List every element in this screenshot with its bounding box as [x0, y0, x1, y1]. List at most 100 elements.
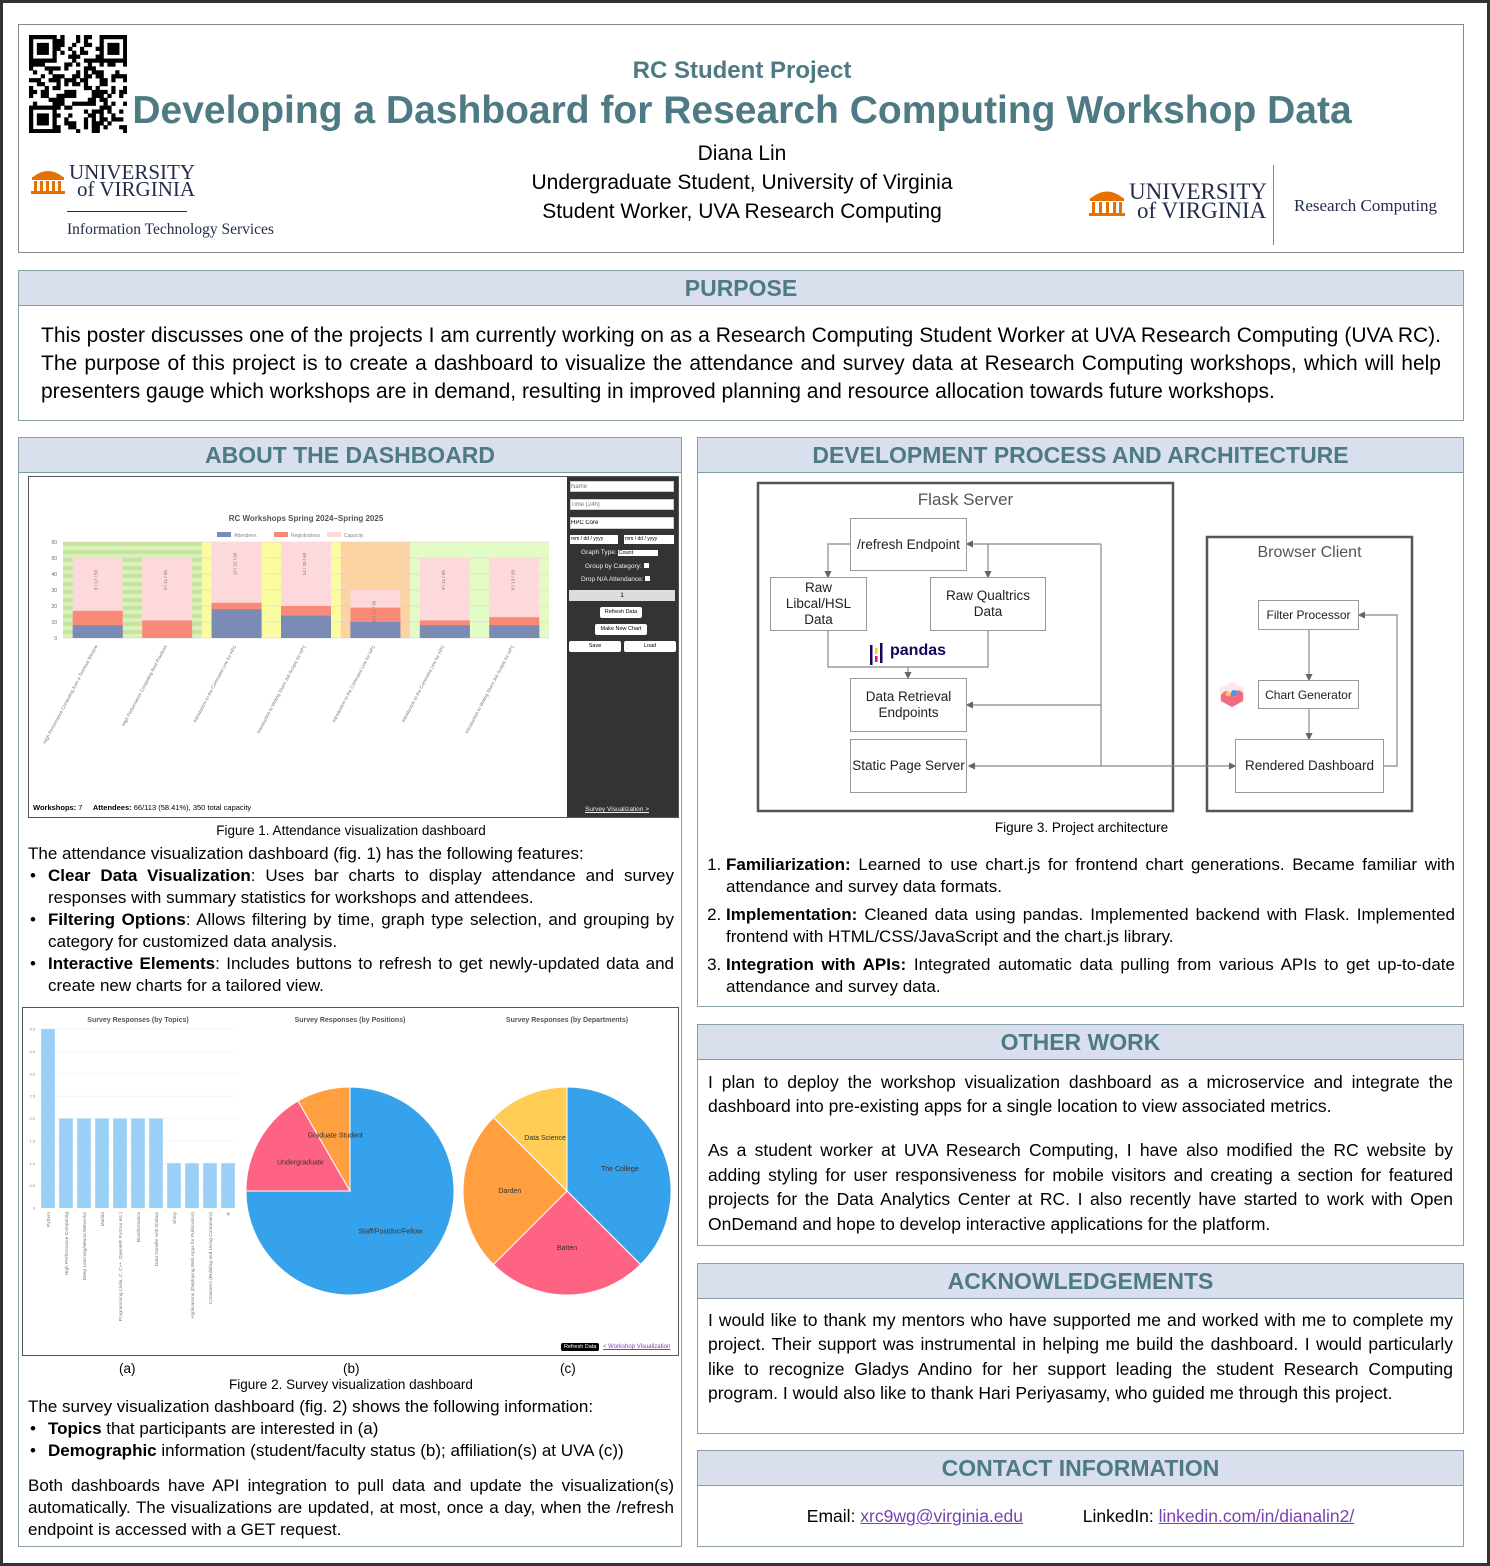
drop-na-checkbox[interactable]: [645, 576, 651, 581]
qr-module: [44, 50, 49, 55]
qr-module: [99, 97, 104, 102]
y-tick-label: 20: [51, 604, 57, 610]
qr-module: [123, 54, 127, 59]
qr-module: [36, 35, 42, 40]
qr-module: [99, 82, 104, 87]
qr-module: [83, 42, 89, 48]
qr-module: [44, 129, 49, 133]
y-tick-label: 30: [51, 588, 57, 594]
qr-module: [107, 58, 112, 63]
list-item: Demographic information (student/faculty…: [28, 1440, 674, 1462]
qr-module: [111, 85, 116, 91]
time-input[interactable]: [570, 499, 674, 510]
linkedin-link[interactable]: linkedin.com/in/dianalin2/: [1158, 1506, 1355, 1526]
qr-module: [91, 125, 96, 130]
bar-data-label: 0 / 11 / 50: [163, 570, 168, 590]
raw-libcal-node: Raw Libcal/HSL Data: [770, 577, 867, 631]
qr-module: [99, 62, 104, 67]
load-button[interactable]: Load: [624, 641, 676, 652]
category-input[interactable]: [570, 517, 674, 529]
qr-module: [87, 113, 93, 118]
logo-university: UNIVERSITY: [1129, 179, 1267, 204]
qr-module: [40, 74, 45, 79]
item-title: Filtering Options: [48, 910, 186, 929]
pie-slice: [245, 1100, 351, 1192]
qr-module: [40, 93, 45, 99]
refresh-data-button[interactable]: Refresh Data: [600, 607, 642, 618]
qr-module: [40, 113, 45, 118]
other-work-section: OTHER WORK I plan to deploy the workshop…: [697, 1024, 1464, 1246]
qr-module: [99, 38, 104, 44]
rotunda-icon: [31, 171, 65, 194]
y-tick-label: 0: [33, 1206, 36, 1211]
qr-module: [29, 35, 34, 40]
date-to-input[interactable]: mm / dd / yyyy: [624, 535, 674, 544]
qr-module: [52, 58, 57, 63]
qr-module: [32, 58, 38, 63]
date-from-input[interactable]: mm / dd / yyyy: [570, 535, 618, 544]
qr-module: [52, 85, 57, 91]
graph-type-label: Graph Type:: [581, 549, 617, 556]
figure-3-caption: Figure 3. Project architecture: [994, 820, 1169, 835]
survey-visualization-link[interactable]: Survey Visualization >: [585, 806, 650, 813]
qr-module: [40, 117, 45, 122]
qr-module: [40, 42, 45, 48]
qr-module: [68, 89, 73, 95]
x-tick-label: High Performance Computing: [64, 1212, 70, 1276]
qr-module: [99, 35, 104, 40]
qr-module: [68, 125, 73, 130]
qr-module: [44, 46, 49, 51]
x-tick-label: Bioinformatics: [136, 1211, 142, 1242]
qr-module: [72, 125, 77, 130]
about-section: ABOUT THE DASHBOARD 0 10 20 30 40 50 60 RC Work…: [18, 437, 682, 1547]
other-work-paragraph-1: I plan to deploy the workshop visualizat…: [708, 1072, 1453, 1116]
qr-module: [36, 58, 42, 63]
page-input[interactable]: 1: [569, 590, 675, 601]
qr-module: [56, 85, 61, 91]
band-stripe: [63, 550, 133, 554]
qr-module: [36, 78, 42, 83]
pandas-logo-icon: [870, 643, 883, 665]
workshop-visualization-link[interactable]: < Workshop Visualization: [603, 1344, 671, 1350]
raw-qualtrics-node: Raw Qualtrics Data: [930, 577, 1046, 631]
name-input[interactable]: [570, 481, 674, 492]
qr-module: [76, 129, 81, 133]
x-tick-label: High Performance Computing from a Termin…: [42, 644, 99, 745]
topic-bar: [221, 1163, 235, 1208]
author-name: Diana Lin: [697, 142, 787, 165]
qr-module: [123, 62, 127, 67]
make-new-chart-button[interactable]: Make New Chart: [595, 624, 647, 635]
qr-module: [32, 70, 38, 75]
list-item: Clear Data Visualization: Uses bar chart…: [28, 865, 674, 909]
qr-module: [83, 78, 89, 83]
qr-module: [48, 78, 53, 83]
qr-module: [115, 46, 120, 51]
qr-module: [32, 89, 38, 95]
logo-divider: [1273, 165, 1274, 245]
qr-module: [64, 117, 69, 122]
survey-refresh-data-button[interactable]: Refresh Data: [561, 1343, 600, 1351]
qr-module: [52, 109, 57, 114]
email-link[interactable]: xrc9wg@virginia.edu: [860, 1506, 1023, 1526]
qr-module: [44, 66, 49, 71]
architecture-diagram: Flask Server Browser Client /refresh End…: [698, 438, 1465, 838]
qr-module: [103, 89, 108, 95]
bar-data-label: 8 / 17 / 50: [94, 569, 99, 590]
item-title: Familiarization:: [726, 855, 851, 874]
workshops-value: 7: [78, 803, 83, 812]
qr-module: [99, 93, 104, 99]
qr-module: [36, 113, 42, 118]
y-tick-label: 1.0: [29, 1161, 35, 1166]
x-tick-label: Shiny: [172, 1211, 178, 1224]
refresh-endpoint-node: /refresh Endpoint: [850, 518, 967, 571]
graph-type-select[interactable]: Count: [618, 550, 659, 556]
qr-module: [36, 62, 42, 67]
qr-module: [91, 66, 96, 71]
group-by-category-checkbox[interactable]: [643, 563, 649, 568]
qr-module: [29, 62, 34, 67]
qr-module: [48, 35, 53, 40]
save-button[interactable]: Save: [569, 641, 621, 652]
qr-module: [99, 89, 104, 95]
legend-label: Registrations: [291, 533, 321, 539]
qr-module: [64, 66, 69, 71]
